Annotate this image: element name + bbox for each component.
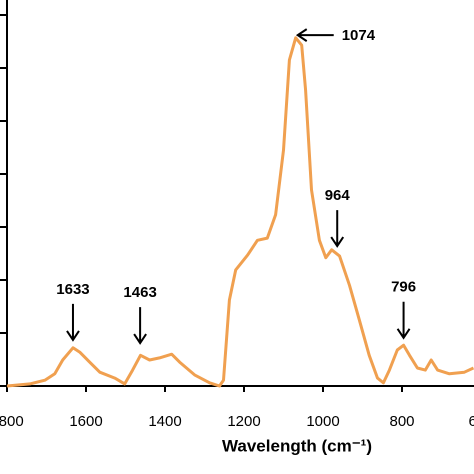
x-tick-label: 800 <box>389 413 414 430</box>
x-tick-label: 1200 <box>227 413 260 430</box>
x-tick-label: 1000 <box>306 413 339 430</box>
annotation-arrow <box>66 303 80 342</box>
annotation-label: 1463 <box>123 284 156 301</box>
annotation-arrow <box>295 28 334 42</box>
x-tick-label: 1600 <box>69 413 102 430</box>
annotation-arrow <box>330 210 345 248</box>
x-tick-label: 1400 <box>148 413 181 430</box>
annotation-label: 796 <box>391 279 416 296</box>
annotation-label: 1633 <box>56 281 89 298</box>
x-tick-label: 600 <box>468 413 474 430</box>
annotation-label: 964 <box>325 187 351 204</box>
annotation-label: 1074 <box>342 27 376 44</box>
annotation-arrow <box>396 301 411 340</box>
annotation-arrow <box>133 307 147 345</box>
x-tick-label: 1800 <box>0 413 24 430</box>
x-axis-label: Wavelength (cm⁻¹) <box>222 436 372 455</box>
spectrum-line <box>6 36 474 388</box>
